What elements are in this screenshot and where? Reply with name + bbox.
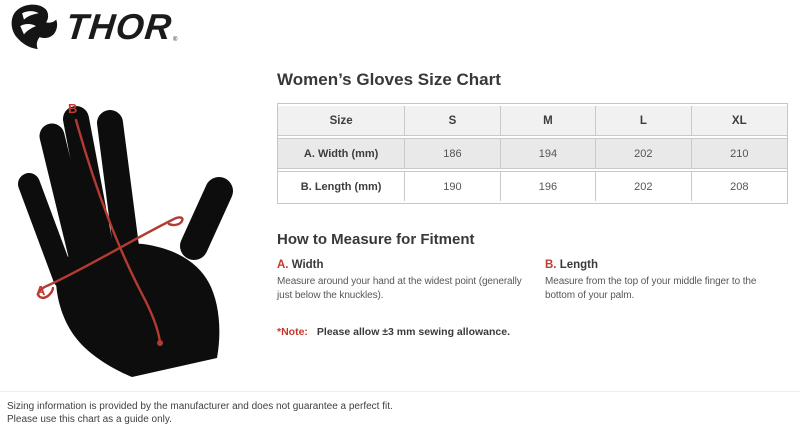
diagram-label-b: B bbox=[68, 101, 77, 116]
hand-silhouette bbox=[18, 106, 233, 377]
col-header-m: M bbox=[500, 106, 597, 136]
length-s: 190 bbox=[405, 171, 501, 201]
measure-instructions: A. Width Measure around your hand at the… bbox=[277, 258, 788, 303]
table-header-row: Size S M L XL bbox=[278, 106, 787, 136]
measure-width-description: Measure around your hand at the widest p… bbox=[277, 276, 522, 301]
measure-width-name: Width bbox=[291, 259, 324, 271]
measure-length-name: Length bbox=[559, 259, 599, 271]
col-header-s: S bbox=[405, 106, 501, 136]
width-line-a bbox=[47, 218, 174, 287]
col-header-l: L bbox=[596, 106, 692, 136]
width-line-right-curl bbox=[167, 216, 184, 227]
registered-mark: ® bbox=[173, 37, 178, 43]
size-chart-title: Women’s Gloves Size Chart bbox=[277, 70, 501, 89]
measure-length-key: B. bbox=[545, 259, 557, 271]
diagram-label-a: A bbox=[36, 283, 46, 298]
width-m: 194 bbox=[500, 138, 597, 169]
length-line-b bbox=[74, 118, 162, 344]
measure-width-key: A. bbox=[277, 259, 289, 271]
length-xl: 208 bbox=[691, 171, 787, 201]
measure-length-description: Measure from the top of your middle fing… bbox=[545, 276, 757, 301]
size-chart-content: Women’s Gloves Size Chart Size S M L XL … bbox=[277, 70, 788, 338]
note-text: Please allow ±3 mm sewing allowance. bbox=[316, 326, 511, 338]
thor-logo: THOR ® bbox=[8, 3, 177, 51]
glove-measurement-diagram: B A bbox=[18, 101, 233, 377]
sewing-allowance-note: *Note: Please allow ±3 mm sewing allowanc… bbox=[277, 326, 788, 338]
col-header-size: Size bbox=[278, 106, 406, 136]
how-to-measure-title: How to Measure for Fitment bbox=[277, 231, 475, 248]
measure-length-title: B. Length bbox=[545, 258, 788, 273]
disclaimer-line-2: Please use this chart as a guide only. bbox=[7, 414, 172, 425]
length-l: 202 bbox=[596, 171, 692, 201]
measurement-lines bbox=[37, 118, 184, 346]
col-header-xl: XL bbox=[691, 106, 787, 136]
length-line-end-dot bbox=[157, 340, 163, 346]
footer-disclaimer: Sizing information is provided by the ma… bbox=[7, 400, 393, 426]
width-xl: 210 bbox=[691, 138, 787, 169]
measure-width-title: A. Width bbox=[277, 258, 531, 273]
row-label-width: A. Width (mm) bbox=[278, 138, 406, 169]
measure-item-width: A. Width Measure around your hand at the… bbox=[277, 258, 545, 303]
table-row-width: A. Width (mm) 186 194 202 210 bbox=[278, 138, 787, 169]
width-s: 186 bbox=[405, 138, 501, 169]
thor-goat-icon bbox=[11, 4, 58, 50]
table-row-length: B. Length (mm) 190 196 202 208 bbox=[278, 171, 787, 201]
width-line-left-curl bbox=[37, 283, 55, 299]
measure-item-length: B. Length Measure from the top of your m… bbox=[545, 258, 788, 303]
length-m: 196 bbox=[500, 171, 597, 201]
disclaimer-line-1: Sizing information is provided by the ma… bbox=[7, 401, 393, 412]
brand-name: THOR bbox=[63, 6, 175, 47]
footer-divider bbox=[0, 391, 800, 392]
width-l: 202 bbox=[596, 138, 692, 169]
note-label: *Note: bbox=[277, 326, 308, 338]
size-chart-table: Size S M L XL A. Width (mm) 186 194 202 … bbox=[277, 103, 788, 204]
row-label-length: B. Length (mm) bbox=[278, 171, 406, 201]
